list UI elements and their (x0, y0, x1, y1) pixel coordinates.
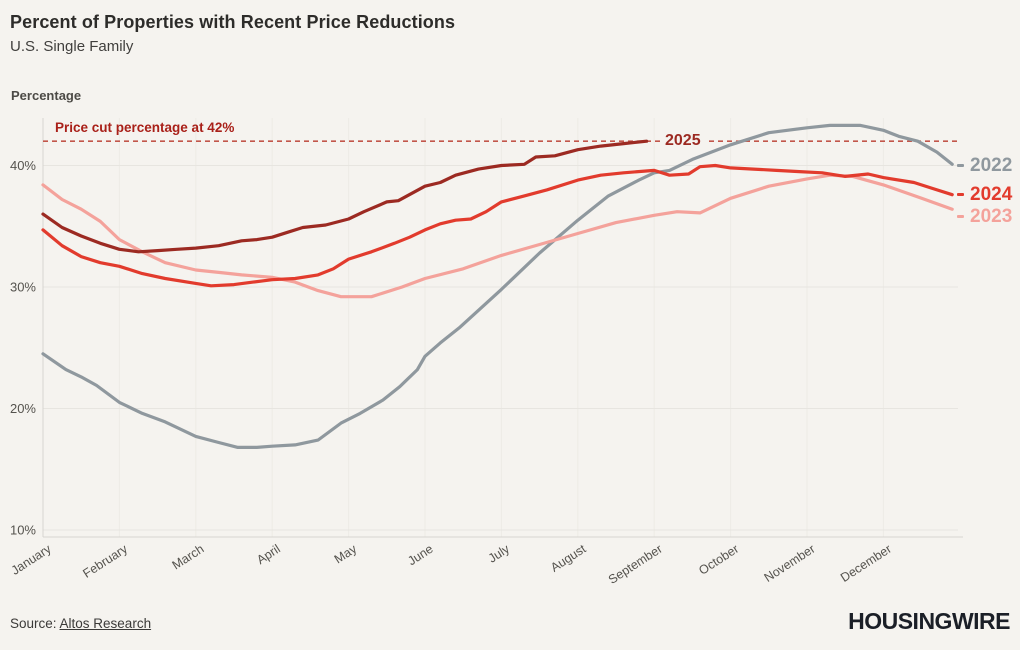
x-tick-label: October (696, 542, 741, 578)
series-label-2022: 2022 (970, 155, 1013, 176)
y-tick-label: 40% (10, 158, 36, 173)
leader-dash-2022 (957, 164, 964, 167)
leader-dash-2023 (957, 215, 964, 218)
y-axis-title: Percentage (11, 88, 82, 103)
x-tick-label: February (80, 541, 130, 580)
page-title: Percent of Properties with Recent Price … (10, 12, 456, 32)
y-tick-label: 10% (10, 523, 36, 538)
x-tick-label: June (405, 542, 435, 569)
y-tick-label: 30% (10, 280, 36, 295)
series-label-2025: 2025 (661, 132, 705, 150)
y-tick-label: 20% (10, 401, 36, 416)
x-tick-label: September (606, 542, 665, 587)
page-subtitle: U.S. Single Family (10, 38, 134, 55)
source-prefix: Source: (10, 616, 60, 631)
x-tick-label: April (254, 542, 283, 567)
leader-dash-2024 (957, 193, 964, 196)
series-line-2023 (41, 173, 954, 299)
x-tick-label: November (762, 542, 818, 585)
series-line-2022 (41, 123, 954, 449)
series-line-2025 (41, 139, 649, 254)
series-label-2024: 2024 (970, 184, 1013, 205)
series-label-2023: 2023 (970, 206, 1013, 227)
series-line-2024 (41, 163, 954, 288)
ref-line-annotation: Price cut percentage at 42% (55, 120, 235, 135)
x-tick-label: December (838, 542, 894, 585)
brand-logo: HOUSINGWIRE (848, 608, 1010, 634)
x-tick-label: March (170, 542, 207, 573)
source-link[interactable]: Altos Research (59, 616, 152, 631)
x-tick-label: May (332, 541, 360, 566)
source-note: Source: Altos Research (10, 616, 151, 631)
x-tick-label: August (548, 541, 589, 574)
x-tick-label: July (486, 541, 513, 565)
x-tick-label: January (9, 541, 55, 577)
